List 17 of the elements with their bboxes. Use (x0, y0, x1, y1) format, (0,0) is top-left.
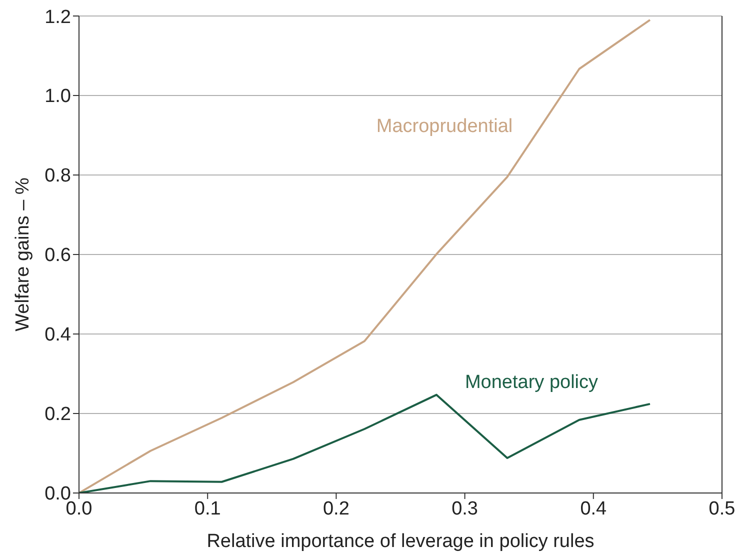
y-tick-label: 0.6 (44, 245, 71, 266)
x-tick-label: 0.2 (322, 498, 350, 520)
y-tick-label: 0.2 (44, 404, 71, 426)
x-tick-label: 0.3 (452, 498, 478, 520)
series-label: Macroprudential (376, 116, 513, 138)
x-tick-label: 0.1 (194, 498, 221, 520)
x-axis-title: Relative importance of leverage in policy rules (206, 531, 594, 552)
y-tick-label: 1.0 (44, 86, 71, 108)
y-tick-label: 0.8 (44, 166, 71, 187)
x-tick-label: 0.4 (580, 498, 608, 520)
y-tick-label: 0.4 (44, 324, 72, 346)
y-axis-title: Welfare gains – % (12, 177, 34, 332)
series-label: Monetary policy (464, 372, 599, 393)
line-series (79, 18, 651, 493)
line-series (79, 394, 651, 493)
x-tick-label: 0.5 (708, 498, 736, 520)
y-tick-label: 1.2 (44, 6, 71, 28)
